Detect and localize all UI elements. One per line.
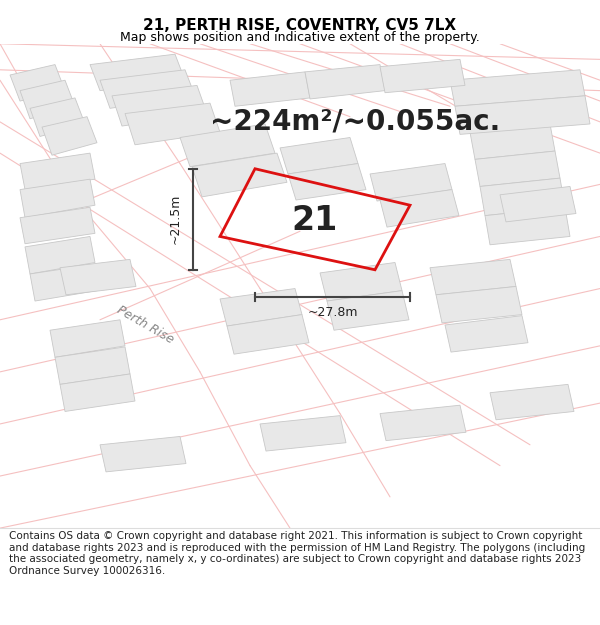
Polygon shape [450,70,585,106]
Polygon shape [25,236,95,274]
Polygon shape [280,138,358,174]
Text: ~21.5m: ~21.5m [169,194,182,244]
Polygon shape [370,164,452,201]
Polygon shape [180,124,275,167]
Polygon shape [192,153,287,197]
Polygon shape [30,98,85,136]
Text: 21: 21 [292,204,338,236]
Polygon shape [230,72,310,106]
Text: ~27.8m: ~27.8m [307,306,358,319]
Polygon shape [20,80,75,119]
Polygon shape [380,405,466,441]
Text: Map shows position and indicative extent of the property.: Map shows position and indicative extent… [120,31,480,44]
Polygon shape [220,289,302,326]
Polygon shape [100,436,186,472]
Polygon shape [100,70,195,108]
Polygon shape [60,259,136,295]
Text: Contains OS data © Crown copyright and database right 2021. This information is : Contains OS data © Crown copyright and d… [9,531,585,576]
Polygon shape [470,124,555,159]
Polygon shape [20,153,95,189]
Polygon shape [500,186,576,222]
Polygon shape [20,208,95,244]
Polygon shape [436,286,522,323]
Polygon shape [112,86,207,126]
Polygon shape [30,264,97,301]
Polygon shape [445,316,528,352]
Polygon shape [55,347,130,384]
Polygon shape [327,291,409,330]
Polygon shape [305,64,385,99]
Polygon shape [125,103,220,145]
Polygon shape [10,64,65,101]
Polygon shape [430,259,516,295]
Polygon shape [288,164,366,200]
Polygon shape [260,416,346,451]
Polygon shape [485,208,570,245]
Polygon shape [490,384,574,420]
Polygon shape [475,151,560,186]
Polygon shape [320,262,402,301]
Text: ~224m²/~0.055ac.: ~224m²/~0.055ac. [210,108,500,136]
Polygon shape [60,374,135,411]
Text: Perth Rise: Perth Rise [114,304,176,346]
Polygon shape [455,96,590,134]
Polygon shape [20,179,95,218]
Polygon shape [380,189,459,227]
Polygon shape [380,59,465,92]
Polygon shape [50,320,125,357]
Polygon shape [480,178,565,216]
Polygon shape [90,54,185,91]
Polygon shape [227,314,309,354]
Polygon shape [42,117,97,155]
Text: 21, PERTH RISE, COVENTRY, CV5 7LX: 21, PERTH RISE, COVENTRY, CV5 7LX [143,18,457,32]
